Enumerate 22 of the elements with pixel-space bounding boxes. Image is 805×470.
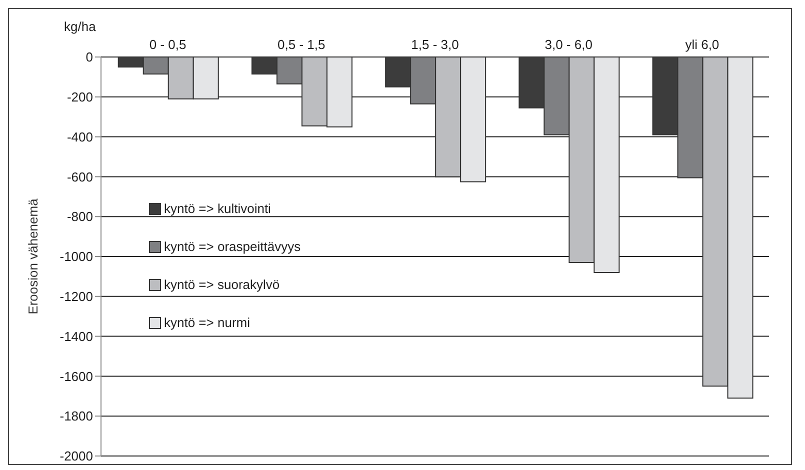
y-tick-label: -1200 <box>60 289 93 304</box>
y-tick-label: -800 <box>66 209 93 224</box>
y-tick-label: 0 <box>86 50 93 65</box>
legend-label: kyntö => kultivointi <box>163 201 272 216</box>
y-tick-label: -1000 <box>60 249 93 264</box>
x-tick-label: 3,0 - 6,0 <box>544 37 592 52</box>
y-axis-title: Eroosion vähenemä <box>26 198 41 314</box>
legend-label: kyntö => oraspeittävyys <box>163 239 301 254</box>
legend-label: kyntö => nurmi <box>163 315 251 330</box>
x-tick-label: 0 - 0,5 <box>149 37 186 52</box>
x-tick-label: 0,5 - 1,5 <box>278 37 326 52</box>
y-tick-label: -2000 <box>60 448 93 464</box>
legend-label: kyntö => suorakylvö <box>163 277 281 292</box>
y-tick-label: -1400 <box>60 328 93 344</box>
x-tick-label: yli 6,0 <box>685 37 720 52</box>
y-tick-label: -400 <box>66 129 93 144</box>
y-tick-label: -600 <box>66 169 93 184</box>
x-tick-label: 1,5 - 3,0 <box>411 37 459 52</box>
y-tick-label: -1800 <box>60 408 93 424</box>
y-tick-label: -1600 <box>60 368 93 384</box>
y-tick-label: -200 <box>66 90 93 105</box>
text: kg/ha <box>64 19 96 34</box>
